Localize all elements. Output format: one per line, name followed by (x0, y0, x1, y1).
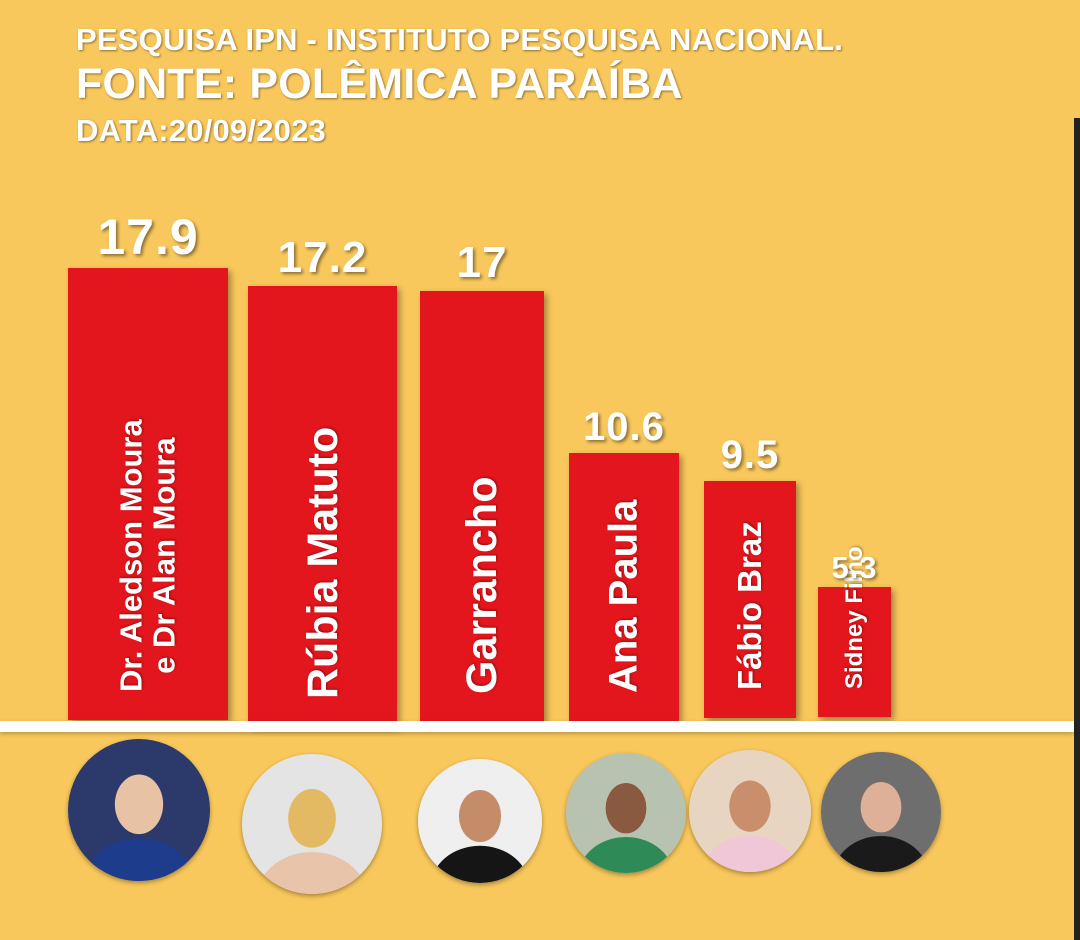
bar-category-label: Garrancho (458, 476, 506, 694)
bar-value-label: 17.9 (97, 209, 199, 266)
bar-category-label: Fábio Braz (731, 521, 768, 690)
candidate-photo-ana-paula-icon (566, 753, 686, 873)
right-edge-strip (1074, 118, 1080, 940)
bar-2: Rúbia Matuto (248, 285, 397, 727)
bar-3: Garrancho (420, 290, 544, 722)
chart-baseline (0, 721, 1074, 732)
bar-category-label: Ana Paula (601, 499, 646, 693)
candidate-photo-garrancho-icon (418, 759, 542, 883)
bar-1: Dr. Aledson Moura e Dr Alan Moura (68, 268, 228, 720)
bar-5: Fábio Braz (704, 480, 796, 718)
bar-value-label: 17 (456, 238, 508, 288)
candidate-photo-fabio-braz-icon (689, 750, 811, 872)
bar-category-label: Rúbia Matuto (298, 426, 347, 699)
survey-source: FONTE: POLÊMICA PARAÍBA (76, 60, 683, 108)
survey-title: PESQUISA IPN - INSTITUTO PESQUISA NACION… (76, 22, 844, 57)
bar-6: Sidney Filho (818, 546, 891, 717)
candidate-photo-aledson-alan-moura-icon (68, 739, 210, 881)
candidate-photo-sidney-filho-icon (821, 752, 941, 872)
bar-value-label: 9.5 (720, 432, 780, 477)
bar-4: Ana Paula (569, 452, 679, 721)
bar-value-label: 17.2 (277, 233, 368, 283)
bar-value-label: 5.3 (831, 549, 878, 585)
bar-category-label: Dr. Aledson Moura e Dr Alan Moura (113, 419, 182, 692)
survey-date: DATA:20/09/2023 (76, 113, 326, 148)
candidate-photo-rubia-matuto-icon (242, 754, 382, 894)
bar-value-label: 10.6 (583, 404, 665, 449)
